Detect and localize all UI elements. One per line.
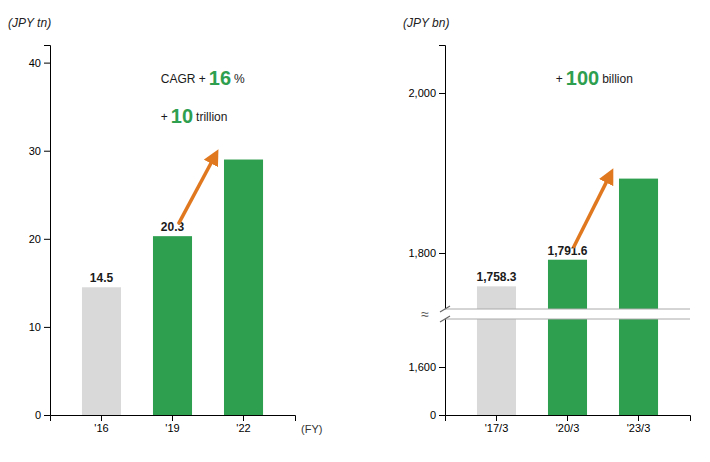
y-axis: 0 10 20 30 40 [29,46,51,422]
y-tick: 1,600 [408,361,445,373]
y-tick-mark [439,415,445,416]
data-label: 14.5 [90,271,114,285]
arrow [178,154,216,225]
y-tick-label: 30 [29,145,41,157]
y-tick-label: 40 [29,57,41,69]
x-tick: '16 [94,415,108,434]
y-tick-mark [439,367,445,368]
x-axis: '16 '19 '22 [51,415,296,434]
y-tick-mark [44,239,50,240]
x-tick-label: '23/3 [627,422,651,434]
bar [548,260,587,415]
annotation-part: trillion [196,110,227,124]
y-tick-label: 1,800 [408,247,436,259]
x-tick: '22 [236,415,250,434]
y-tick-mark [44,63,50,64]
bar [477,286,516,415]
y-tick-label: 10 [29,321,41,333]
chart-container: 010203040'16'19'22(JPY tn)(FY)14.520.3CA… [0,0,710,462]
x-tick-mark [638,415,639,421]
y-tick: 0 [35,409,50,421]
annotation: +10trillion [161,105,228,127]
x-tick-label: '17/3 [485,422,509,434]
chart-svg: 010203040'16'19'22(JPY tn)(FY)14.520.3CA… [0,0,710,462]
y-tick-label: 0 [430,409,436,421]
chart-panel: 0 1,600 1,800 2,000 ≈ '17/3 '20/3 '23/3 (JPY bn)… [403,16,691,434]
annotation-part: CAGR + [161,72,206,86]
x-tick-mark [172,415,173,421]
annotation: +100billion [556,67,633,89]
x-axis: '17/3 '20/3 '23/3 [446,415,691,434]
annotation-part: 16 [209,67,231,89]
x-tick: '17/3 [485,415,509,434]
y-tick-label: 2,000 [408,87,436,99]
y-axis: 0 1,600 1,800 2,000 [408,46,445,422]
x-tick: '19 [165,415,179,434]
break-line [445,309,690,310]
data-label: 1,791.6 [547,244,587,258]
break-line [445,319,690,320]
data-label: 1,758.3 [476,270,516,284]
bars [82,160,263,415]
y-axis-label: (JPY bn) [403,16,449,30]
chart-panel: 010203040'16'19'22(JPY tn)(FY)14.520.3CA… [8,16,322,435]
break-mark [440,306,450,312]
x-tick-mark [567,415,568,421]
x-tick-mark [243,415,244,421]
x-tick-label: '19 [165,422,179,434]
y-tick-label: 20 [29,233,41,245]
break-symbol: ≈ [421,306,429,322]
y-tick-mark [439,93,445,94]
break-mark [440,316,450,322]
y-tick: 2,000 [408,87,445,99]
y-tick-mark [439,253,445,254]
y-axis-line [439,46,446,416]
y-tick-mark [44,415,50,416]
y-axis-line [44,46,51,416]
break-gap [441,309,690,319]
bar [619,179,658,415]
x-tick: '20/3 [556,415,580,434]
y-tick: 40 [29,57,50,69]
annotation: CAGR +16% [161,67,245,89]
annotation-part: + [161,110,168,124]
y-axis-label: (JPY tn) [8,16,51,30]
y-tick-mark [44,327,50,328]
y-tick-label: 1,600 [408,361,436,373]
y-tick: 20 [29,233,50,245]
x-tick-label: '20/3 [556,422,580,434]
annotation-part: billion [602,72,633,86]
x-tick-label: '22 [236,422,250,434]
annotation-part: % [234,72,245,86]
x-axis-line [51,416,296,422]
y-tick-mark [44,151,50,152]
arrow [573,173,611,248]
y-tick: 0 [430,409,445,421]
bar [153,236,192,415]
y-tick: 30 [29,145,50,157]
y-tick: 1,800 [408,247,445,259]
bar [224,160,263,415]
axis-break: ≈ [421,306,690,322]
bars [477,179,658,415]
y-tick-label: 0 [35,409,41,421]
x-tick-mark [101,415,102,421]
x-tick-label: '16 [94,422,108,434]
x-tick-mark [496,415,497,421]
annotation-part: 100 [566,67,599,89]
x-axis-label: (FY) [301,423,322,435]
annotation-part: 10 [171,105,193,127]
annotation-part: + [556,72,563,86]
bar [82,287,121,415]
y-tick: 10 [29,321,50,333]
x-tick: '23/3 [627,415,651,434]
x-axis-line [446,416,691,422]
